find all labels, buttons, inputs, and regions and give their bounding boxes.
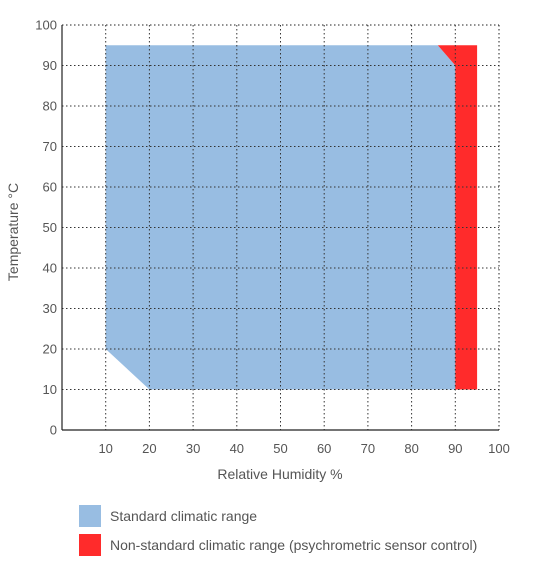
y-tick-label-100: 100 (35, 18, 57, 33)
y-tick-label-70: 70 (43, 139, 57, 154)
x-tick-label-50: 50 (273, 441, 287, 456)
y-axis-title: Temperature °C (5, 183, 21, 281)
x-tick-label-60: 60 (317, 441, 331, 456)
range-area-1 (437, 45, 478, 390)
x-tick-label-40: 40 (230, 441, 244, 456)
legend-label-standard: Standard climatic range (110, 508, 258, 524)
y-tick-label-30: 30 (43, 301, 57, 316)
y-tick-label-40: 40 (43, 261, 57, 276)
x-tick-label-20: 20 (142, 441, 156, 456)
x-tick-label-100: 100 (488, 441, 510, 456)
y-tick-label-50: 50 (43, 220, 57, 235)
x-axis-title: Relative Humidity % (217, 466, 342, 482)
y-tick-label-80: 80 (43, 99, 57, 114)
legend-label-non-standard: Non-standard climatic range (psychrometr… (110, 537, 478, 553)
x-tick-label-10: 10 (98, 441, 112, 456)
y-tick-label-0: 0 (50, 423, 57, 438)
y-tick-label-20: 20 (43, 342, 57, 357)
x-tick-label-30: 30 (186, 441, 200, 456)
legend-swatch-standard (79, 505, 101, 527)
y-tick-label-10: 10 (43, 382, 57, 397)
x-tick-label-70: 70 (361, 441, 375, 456)
legend-item-non-standard: Non-standard climatic range (psychrometr… (79, 533, 477, 557)
plot-area: 0 10 20 30 40 50 60 70 80 90 100 10 20 30 40 50 60 70 80 90… (35, 18, 510, 457)
legend-swatch-non-standard (79, 534, 101, 556)
chart: 0 10 20 30 40 50 60 70 80 90 100 10 20 30 40 50 60 70 80 90… (5, 18, 510, 483)
x-tick-label-80: 80 (404, 441, 418, 456)
legend-item-standard: Standard climatic range (79, 504, 477, 528)
x-tick-label-90: 90 (448, 441, 462, 456)
legend: Standard climatic range Non-standard cli… (79, 504, 477, 562)
y-tick-label-60: 60 (43, 180, 57, 195)
y-tick-label-90: 90 (43, 58, 57, 73)
